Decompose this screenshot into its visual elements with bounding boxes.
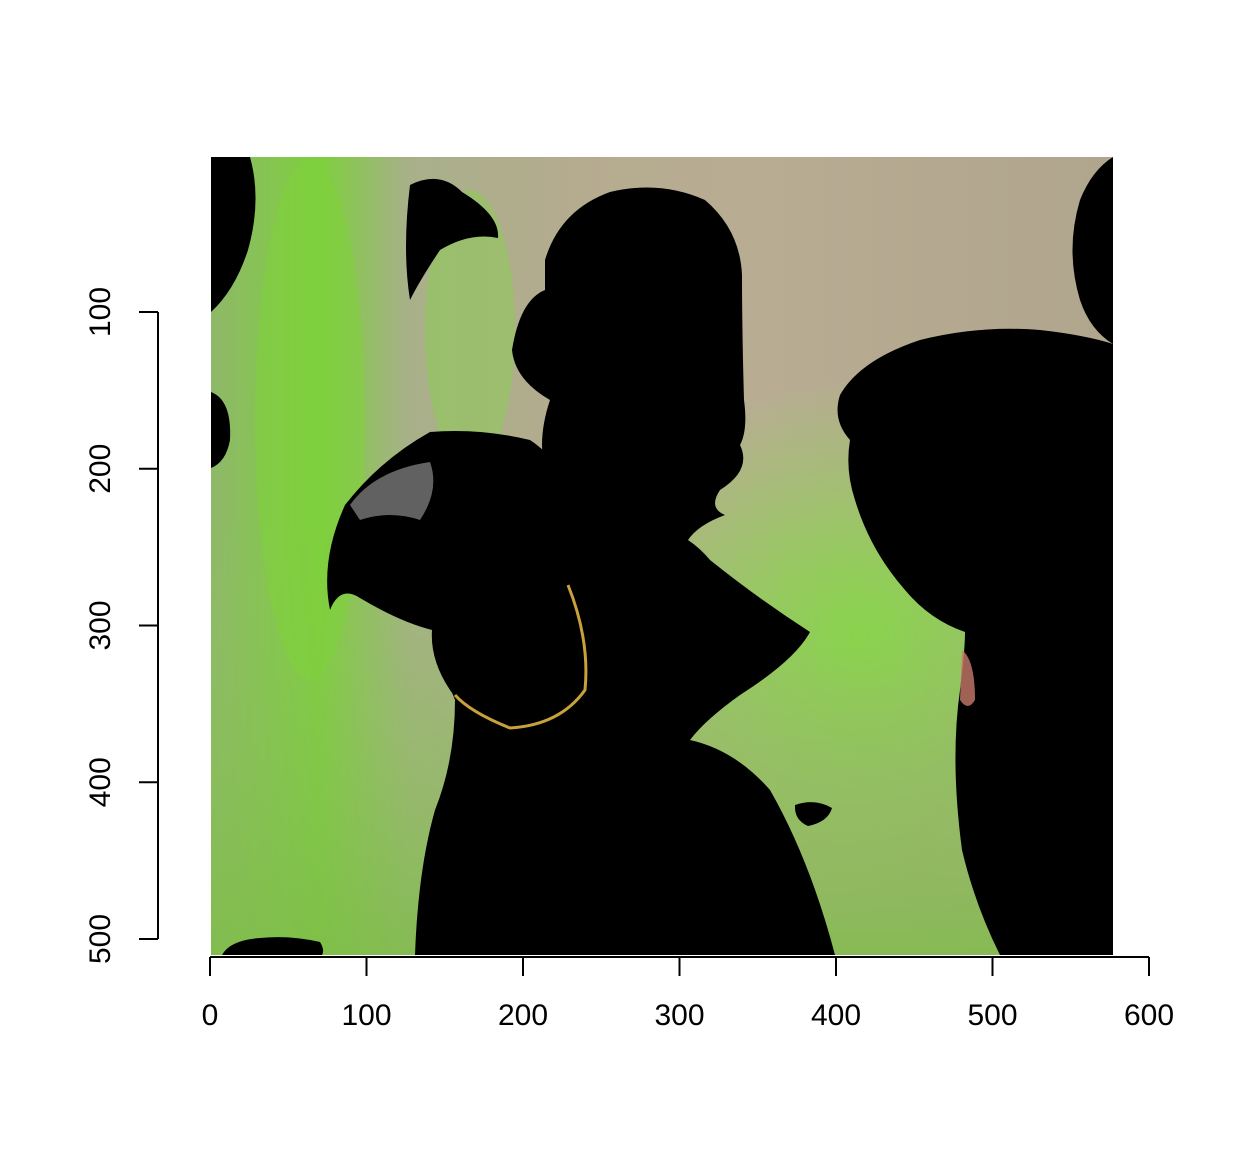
y-tick-label: 300 [84,600,117,650]
image-green-streak [255,160,365,680]
mask-center-parrot-body [415,187,835,955]
y-tick-label: 500 [84,914,117,964]
x-tick-label: 500 [967,999,1017,1032]
x-tick-label: 400 [811,999,861,1032]
y-tick-label: 100 [84,287,117,337]
mask-right-parrot [837,328,1113,955]
image-green-streak-2 [425,190,515,470]
y-tick-label: 400 [84,757,117,807]
image-beak-highlight [350,462,434,520]
mask-left-edge-blob [211,392,231,468]
mask-top-right-blob [1072,157,1113,344]
image-right-edge-highlight [960,650,975,706]
plot-image [211,157,1113,955]
y-axis: 100 200 300 400 500 [84,287,159,964]
x-tick-label: 100 [341,999,391,1032]
mask-top-left-blob [211,157,256,312]
x-tick-label: 600 [1124,999,1174,1032]
image-feather-edge [453,584,588,730]
x-axis: 0 100 200 300 400 500 600 [202,956,1174,1032]
x-tick-label: 0 [202,999,219,1032]
mask-bottom-center-speckle [794,802,832,826]
x-tick-label: 300 [654,999,704,1032]
x-tick-label: 200 [498,999,548,1032]
mask-upper-left-small-blob [406,178,499,300]
y-tick-label: 200 [84,444,117,494]
mask-bottom-left-strip [222,937,324,955]
